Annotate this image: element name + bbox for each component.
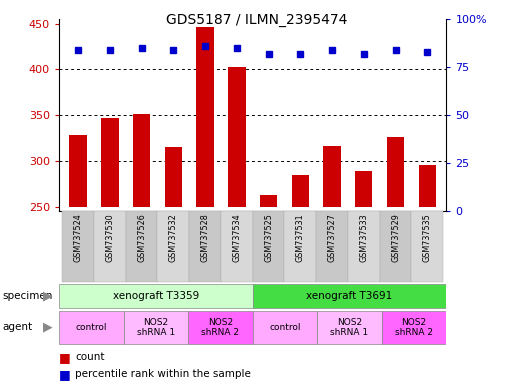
Text: NOS2
shRNA 1: NOS2 shRNA 1: [330, 318, 368, 337]
Text: count: count: [75, 352, 105, 362]
Text: GSM737526: GSM737526: [137, 214, 146, 262]
Bar: [157, 211, 189, 282]
Bar: [252, 283, 446, 308]
Text: GSM737525: GSM737525: [264, 214, 273, 262]
Text: GSM737532: GSM737532: [169, 214, 178, 262]
Text: GSM737534: GSM737534: [232, 214, 241, 262]
Text: ■: ■: [59, 351, 71, 364]
Text: ▶: ▶: [43, 289, 52, 302]
Bar: [188, 311, 252, 344]
Text: xenograft T3691: xenograft T3691: [306, 291, 392, 301]
Text: GDS5187 / ILMN_2395474: GDS5187 / ILMN_2395474: [166, 13, 347, 27]
Bar: [284, 211, 316, 282]
Bar: [101, 118, 119, 207]
Bar: [348, 211, 380, 282]
Bar: [291, 175, 309, 207]
Text: GSM737533: GSM737533: [359, 214, 368, 262]
Bar: [133, 114, 150, 207]
Bar: [124, 311, 188, 344]
Text: GSM737531: GSM737531: [296, 214, 305, 262]
Bar: [221, 211, 253, 282]
Bar: [253, 211, 284, 282]
Bar: [411, 211, 443, 282]
Bar: [419, 166, 436, 207]
Text: ■: ■: [59, 368, 71, 381]
Text: xenograft T3359: xenograft T3359: [113, 291, 199, 301]
Text: NOS2
shRNA 2: NOS2 shRNA 2: [395, 318, 433, 337]
Bar: [323, 146, 341, 207]
Bar: [94, 211, 126, 282]
Bar: [126, 211, 157, 282]
Bar: [59, 283, 252, 308]
Text: ▶: ▶: [43, 321, 52, 334]
Text: GSM737524: GSM737524: [73, 214, 83, 262]
Text: GSM737535: GSM737535: [423, 214, 432, 262]
Text: GSM737527: GSM737527: [327, 214, 337, 262]
Text: specimen: specimen: [3, 291, 53, 301]
Text: NOS2
shRNA 1: NOS2 shRNA 1: [137, 318, 175, 337]
Bar: [196, 27, 214, 207]
Text: GSM737529: GSM737529: [391, 214, 400, 262]
Text: control: control: [75, 323, 107, 332]
Bar: [228, 67, 246, 207]
Bar: [69, 135, 87, 207]
Bar: [380, 211, 411, 282]
Bar: [252, 311, 317, 344]
Bar: [189, 211, 221, 282]
Text: control: control: [269, 323, 301, 332]
Bar: [317, 311, 382, 344]
Bar: [59, 311, 124, 344]
Text: percentile rank within the sample: percentile rank within the sample: [75, 369, 251, 379]
Bar: [382, 311, 446, 344]
Bar: [165, 147, 182, 207]
Text: agent: agent: [3, 322, 33, 333]
Text: GSM737530: GSM737530: [105, 214, 114, 262]
Bar: [355, 171, 372, 207]
Text: NOS2
shRNA 2: NOS2 shRNA 2: [202, 318, 240, 337]
Text: GSM737528: GSM737528: [201, 214, 209, 262]
Bar: [316, 211, 348, 282]
Bar: [260, 195, 277, 207]
Bar: [62, 211, 94, 282]
Bar: [387, 137, 404, 207]
